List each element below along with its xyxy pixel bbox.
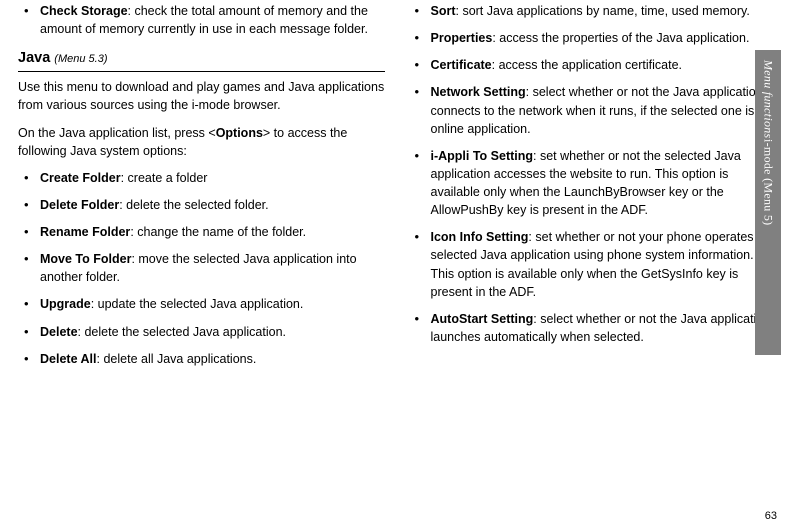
instr-options: Options <box>216 126 263 140</box>
item-desc: : delete the selected folder. <box>119 198 268 212</box>
item-term: Delete All <box>40 352 97 366</box>
item-desc: : create a folder <box>121 171 208 185</box>
item-term: Icon Info Setting <box>431 230 529 244</box>
item-desc: : delete the selected Java application. <box>78 325 286 339</box>
item-term: Sort <box>431 4 456 18</box>
left-column: Check Storage: check the total amount of… <box>18 2 403 531</box>
list-item: Icon Info Setting: set whether or not yo… <box>409 228 776 301</box>
side-tab-menu: i-mode (Menu 5) <box>759 139 776 225</box>
item-term: Upgrade <box>40 297 91 311</box>
section-menu-ref: (Menu 5.3) <box>54 53 107 65</box>
page-content: Check Storage: check the total amount of… <box>0 0 791 531</box>
list-item: Upgrade: update the selected Java applic… <box>18 295 385 313</box>
item-desc: : update the selected Java application. <box>91 297 304 311</box>
item-term: i-Appli To Setting <box>431 149 534 163</box>
instr-pre: On the Java application list, press < <box>18 126 216 140</box>
list-item: Create Folder: create a folder <box>18 169 385 187</box>
item-desc: : access the properties of the Java appl… <box>492 31 749 45</box>
item-term: Network Setting <box>431 85 526 99</box>
item-desc: : change the name of the folder. <box>130 225 306 239</box>
item-desc: : access the application certificate. <box>492 58 682 72</box>
list-item: Sort: sort Java applications by name, ti… <box>409 2 776 20</box>
item-term: Certificate <box>431 58 492 72</box>
section-rule <box>18 71 385 72</box>
section-title: Java <box>18 50 50 66</box>
side-tab-section: Menu functions <box>759 60 776 139</box>
list-item: Network Setting: select whether or not t… <box>409 83 776 137</box>
item-term: Create Folder <box>40 171 121 185</box>
right-column: Sort: sort Java applications by name, ti… <box>403 2 782 531</box>
list-item: Properties: access the properties of the… <box>409 29 776 47</box>
section-heading-java: Java (Menu 5.3) <box>18 48 385 69</box>
java-options-list-cont: Sort: sort Java applications by name, ti… <box>409 2 776 346</box>
list-item: Delete: delete the selected Java applica… <box>18 323 385 341</box>
item-term: Delete Folder <box>40 198 119 212</box>
java-instructions: On the Java application list, press <Opt… <box>18 124 385 160</box>
page-number: 63 <box>765 509 777 525</box>
list-item: AutoStart Setting: select whether or not… <box>409 310 776 346</box>
options-list-top: Check Storage: check the total amount of… <box>18 2 385 38</box>
list-item: Delete All: delete all Java applications… <box>18 350 385 368</box>
list-item: Certificate: access the application cert… <box>409 56 776 74</box>
list-item: Move To Folder: move the selected Java a… <box>18 250 385 286</box>
list-item: Rename Folder: change the name of the fo… <box>18 223 385 241</box>
item-term: AutoStart Setting <box>431 312 534 326</box>
list-item: i-Appli To Setting: set whether or not t… <box>409 147 776 220</box>
item-term: Properties <box>431 31 493 45</box>
java-options-list: Create Folder: create a folderDelete Fol… <box>18 169 385 368</box>
list-item: Check Storage: check the total amount of… <box>18 2 385 38</box>
item-desc: : sort Java applications by name, time, … <box>456 4 750 18</box>
item-term: Check Storage <box>40 4 128 18</box>
side-tab: Menu functions i-mode (Menu 5) <box>755 50 781 355</box>
list-item: Delete Folder: delete the selected folde… <box>18 196 385 214</box>
item-term: Delete <box>40 325 78 339</box>
item-term: Rename Folder <box>40 225 130 239</box>
java-intro: Use this menu to download and play games… <box>18 78 385 114</box>
item-desc: : delete all Java applications. <box>97 352 257 366</box>
item-term: Move To Folder <box>40 252 131 266</box>
